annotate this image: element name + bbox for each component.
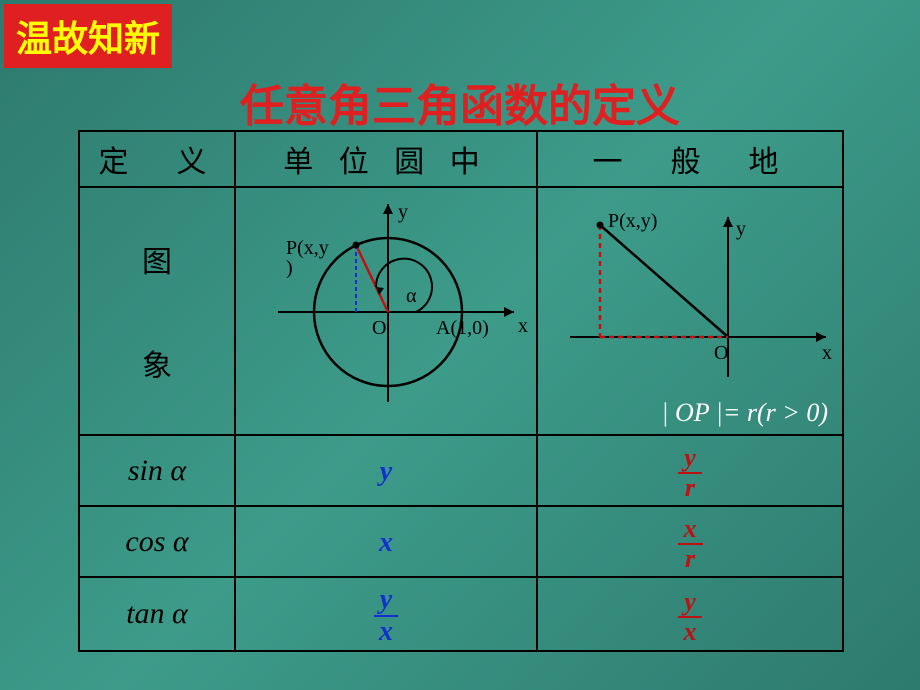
tan-unit-value: yx (235, 577, 537, 651)
cos-gen-value: xr (537, 506, 843, 577)
gen-y-label: y (736, 218, 746, 240)
unit-circle-diagram: y x O α P(x,y ) A(1,0) (235, 187, 537, 435)
label-tu: 图 (142, 237, 172, 281)
row-sin: sin α y yr (79, 435, 843, 506)
tan-gen-value: yx (537, 577, 843, 651)
table-header-row: 定 义 单 位 圆 中 一 般 地 (79, 131, 843, 187)
gen-origin-label: O (714, 342, 728, 364)
label-sin: sin α (79, 435, 235, 506)
cos-unit-value: x (235, 506, 537, 577)
header-definition: 定 义 (79, 131, 235, 187)
origin-label: O (372, 317, 386, 339)
general-svg: P(x,y) y x O (540, 207, 840, 407)
gen-x-label: x (822, 342, 832, 364)
point-p-label-2: ) (286, 257, 293, 279)
label-xiang: 象 (142, 341, 172, 385)
op-formula: | OP |= r(r > 0) (661, 398, 828, 428)
sin-unit-value: y (235, 435, 537, 506)
gen-point-label: P(x,y) (608, 210, 657, 232)
review-badge: 温故知新 (4, 4, 172, 68)
row-tan: tan α yx yx (79, 577, 843, 651)
general-diagram: P(x,y) y x O | OP |= r(r > 0) (537, 187, 843, 435)
point-p-label: P(x,y (286, 237, 329, 259)
row-label-diagram: 图 象 (79, 187, 235, 435)
label-cos: cos α (79, 506, 235, 577)
header-unit-circle: 单 位 圆 中 (235, 131, 537, 187)
diagram-row: 图 象 y (79, 187, 843, 435)
row-cos: cos α x xr (79, 506, 843, 577)
page-title: 任意角三角函数的定义 (0, 70, 920, 134)
label-tan: tan α (79, 577, 235, 651)
alpha-label: α (406, 285, 417, 307)
point-a-label: A(1,0) (436, 317, 489, 339)
unit-circle-svg: y x O α P(x,y ) A(1,0) (238, 192, 534, 422)
y-axis-label: y (398, 201, 408, 223)
definition-table: 定 义 单 位 圆 中 一 般 地 图 象 (78, 130, 844, 652)
header-general: 一 般 地 (537, 131, 843, 187)
sin-gen-value: yr (537, 435, 843, 506)
x-axis-label: x (518, 315, 528, 337)
